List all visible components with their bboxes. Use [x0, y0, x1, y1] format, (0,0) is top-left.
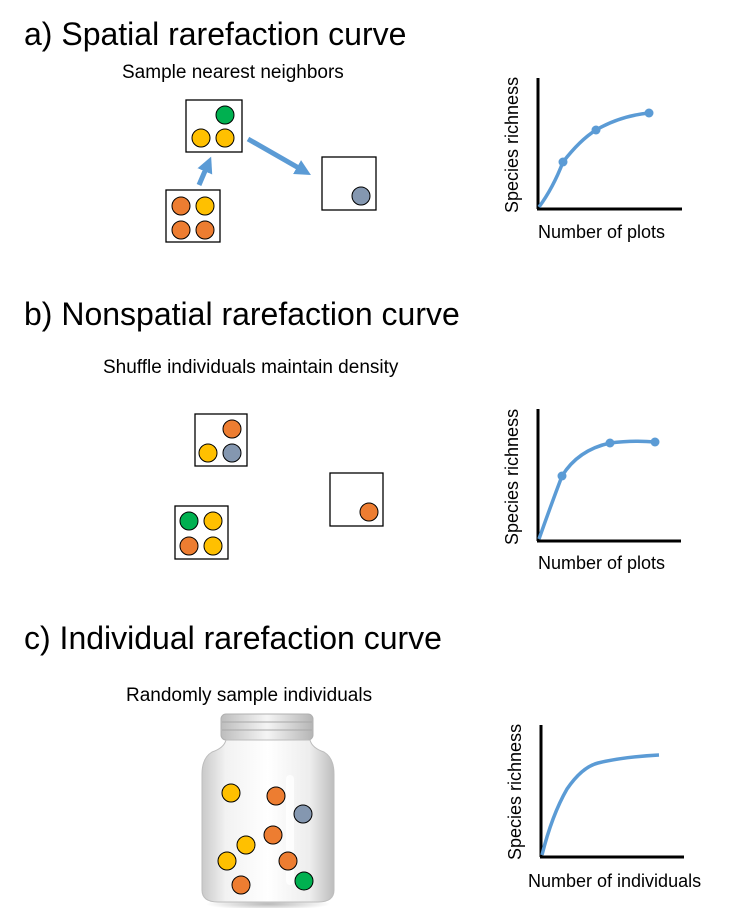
- species-dot: [215, 105, 235, 125]
- species-dot: [236, 835, 256, 855]
- species-dot: [171, 196, 191, 216]
- jar-body: [201, 739, 335, 903]
- species-dot: [171, 220, 191, 240]
- y-axis-label: Species richness: [502, 409, 522, 545]
- subtitle-nonspatial: Shuffle individuals maintain density: [103, 357, 399, 378]
- species-dot: [293, 804, 313, 824]
- species-dot: [263, 825, 283, 845]
- plot-box: [165, 189, 221, 243]
- species-dot: [294, 871, 314, 891]
- graph-spatial: Species richness Number of plots: [502, 77, 682, 242]
- curve-point: [644, 108, 654, 118]
- heading-individual: c) Individual rarefaction curve: [24, 620, 442, 656]
- curve-point: [650, 437, 660, 447]
- heading-nonspatial: b) Nonspatial rarefaction curve: [24, 296, 460, 332]
- plot-box: [185, 99, 243, 153]
- species-dot: [195, 220, 215, 240]
- x-axis-label: Number of plots: [538, 553, 665, 573]
- curve-point: [558, 157, 568, 167]
- x-axis-label: Number of plots: [538, 222, 665, 242]
- species-dot: [278, 851, 298, 871]
- arrow-neighbor-right: [246, 136, 311, 175]
- arrow-neighbor-up: [196, 156, 213, 186]
- species-dot: [222, 443, 242, 463]
- species-dot: [217, 851, 237, 871]
- species-dot: [203, 536, 223, 556]
- jar-illustration: [201, 713, 335, 908]
- x-axis-label: Number of individuals: [528, 871, 701, 891]
- y-axis-label: Species richness: [502, 77, 522, 213]
- rarefaction-curve: [537, 439, 656, 540]
- plot-box: [174, 505, 229, 560]
- graph-individual: Species richness Number of individuals: [505, 724, 701, 891]
- y-axis-label: Species richness: [505, 724, 525, 860]
- panel-a-plots: [165, 99, 377, 243]
- heading-spatial: a) Spatial rarefaction curve: [24, 16, 407, 52]
- subtitle-individual: Randomly sample individuals: [126, 685, 373, 706]
- species-dot: [351, 186, 371, 206]
- species-dot: [195, 196, 215, 216]
- species-dot: [215, 128, 235, 148]
- subtitle-spatial: Sample nearest neighbors: [122, 62, 344, 83]
- curve-point: [591, 125, 601, 135]
- plot-box: [321, 156, 377, 211]
- species-dot: [359, 502, 379, 522]
- curve-point: [557, 471, 567, 481]
- panel-b-plots: [174, 413, 384, 560]
- species-dot: [231, 875, 251, 895]
- species-dot: [222, 419, 242, 439]
- curve-point: [605, 438, 615, 448]
- species-dot: [179, 511, 199, 531]
- species-dot: [191, 128, 211, 148]
- plot-box: [329, 472, 384, 527]
- plot-box: [194, 413, 248, 467]
- graph-nonspatial: Species richness Number of plots: [502, 409, 681, 573]
- rarefaction-curve: [537, 111, 650, 209]
- jar-lid: [220, 713, 314, 741]
- species-dot: [266, 786, 286, 806]
- species-dot: [221, 783, 241, 803]
- species-dot: [203, 511, 223, 531]
- species-dot: [179, 536, 199, 556]
- species-dot: [198, 443, 218, 463]
- rarefaction-curve: [540, 753, 660, 856]
